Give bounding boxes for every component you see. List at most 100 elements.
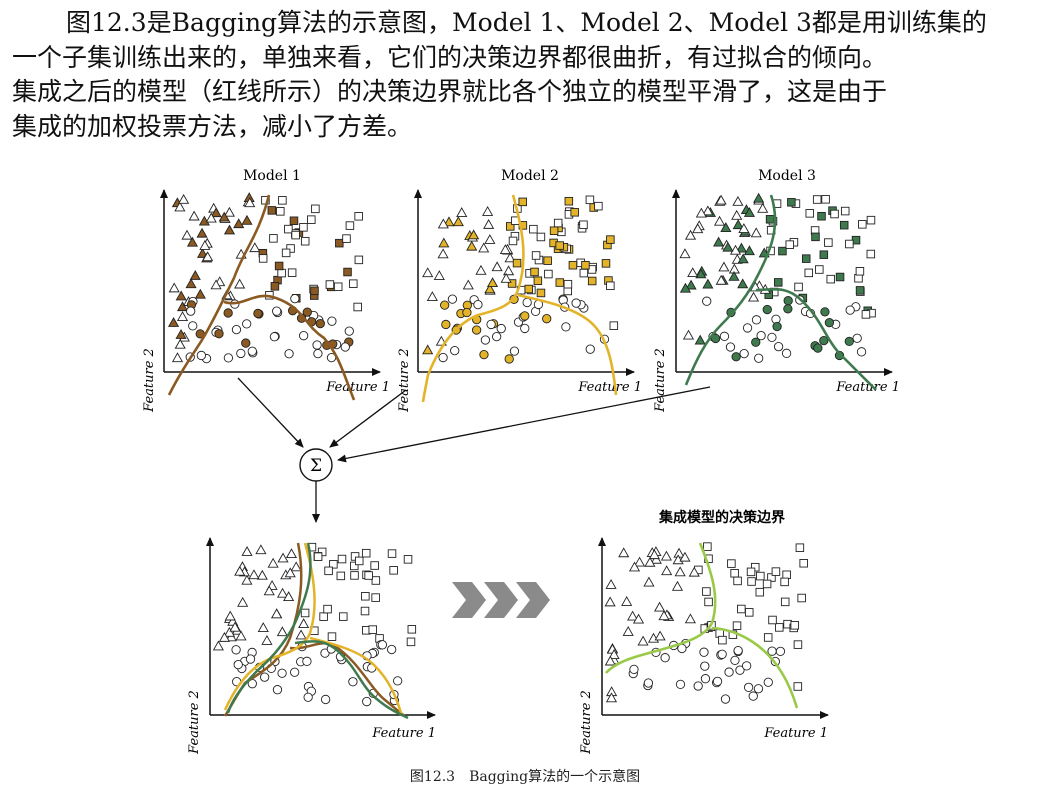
- square-marker: [785, 240, 795, 249]
- square-marker: [744, 608, 754, 617]
- triangle-marker: [679, 282, 692, 293]
- circle-marker: [245, 654, 256, 664]
- square-marker: [536, 232, 546, 242]
- square-marker: [866, 215, 876, 225]
- square-marker: [313, 552, 323, 561]
- triangle-marker: [715, 274, 727, 285]
- triangle-marker: [256, 569, 268, 580]
- triangle-marker: [684, 229, 697, 240]
- circle-marker: [223, 353, 234, 363]
- square-marker: [564, 196, 574, 206]
- circle-marker: [348, 677, 358, 687]
- square-marker: [333, 282, 343, 292]
- triangle-marker: [482, 206, 494, 216]
- circle-marker: [702, 296, 712, 306]
- circle-marker: [284, 349, 294, 359]
- circle-marker: [585, 344, 595, 354]
- triangle-marker: [661, 565, 673, 576]
- triangle-marker: [276, 626, 288, 637]
- square-marker: [389, 566, 398, 575]
- square-marker: [579, 268, 589, 278]
- circle-marker: [675, 679, 686, 690]
- circle-marker: [302, 307, 312, 317]
- circle-marker: [313, 348, 323, 359]
- square-marker: [801, 254, 811, 263]
- circle-marker: [393, 676, 403, 686]
- square-marker: [531, 251, 541, 260]
- square-marker: [587, 276, 597, 286]
- triangle-marker: [422, 267, 434, 278]
- circle-marker: [773, 342, 784, 352]
- triangle-marker: [234, 278, 246, 289]
- triangle-marker: [608, 649, 620, 659]
- panel-ensemble-final: 集成模型的决策边界 Feature 2 Feature 1: [579, 509, 829, 755]
- circle-marker: [480, 335, 491, 345]
- triangle-marker: [426, 291, 438, 302]
- triangle-marker: [176, 301, 189, 312]
- square-marker: [787, 198, 796, 207]
- triangle-marker: [244, 197, 256, 208]
- triangle-marker: [688, 566, 700, 577]
- decision-boundary: [711, 626, 799, 709]
- circle-marker: [486, 319, 496, 330]
- triangle-marker: [491, 261, 503, 272]
- triangle-marker: [167, 317, 180, 327]
- square-marker: [817, 211, 826, 221]
- circle-marker: [277, 668, 287, 678]
- circle-marker: [247, 346, 257, 356]
- square-marker: [771, 567, 781, 576]
- axes: [672, 189, 893, 376]
- axes: [206, 537, 436, 719]
- circle-marker: [712, 676, 723, 686]
- triangle-marker: [732, 195, 744, 206]
- paragraph-line: 图12.3是Bagging算法的示意图，Model 1、Model 2、Mode…: [66, 8, 987, 37]
- square-marker: [544, 269, 553, 279]
- square-marker: [793, 640, 803, 649]
- triangle-marker: [627, 610, 639, 621]
- circle-marker: [856, 347, 867, 357]
- triangle-marker: [503, 265, 515, 276]
- x-axis-label: Feature 1: [325, 380, 390, 395]
- square-marker: [855, 286, 865, 295]
- triangle-marker: [218, 211, 230, 222]
- square-marker: [797, 593, 806, 603]
- square-marker: [299, 223, 308, 232]
- square-marker: [274, 261, 284, 271]
- triangle-marker: [606, 643, 619, 654]
- square-marker: [354, 212, 363, 221]
- circle-marker: [743, 682, 754, 692]
- square-marker: [361, 592, 370, 601]
- triangle-marker: [604, 655, 616, 666]
- circle-marker: [362, 696, 372, 707]
- overlaid-boundaries: [223, 542, 409, 720]
- circle-marker: [473, 299, 483, 310]
- sum-symbol: Σ: [310, 456, 322, 476]
- triangle-marker: [753, 192, 765, 203]
- circle-marker: [290, 293, 300, 304]
- square-marker: [826, 274, 835, 284]
- square-marker: [353, 302, 362, 312]
- square-marker: [866, 249, 876, 259]
- square-marker: [601, 259, 611, 268]
- triangle-marker: [462, 279, 474, 290]
- square-marker: [718, 635, 727, 645]
- square-marker: [780, 597, 790, 607]
- circle-marker: [387, 644, 397, 655]
- triangle-marker: [437, 218, 449, 229]
- square-marker: [276, 207, 285, 216]
- triangle-marker: [283, 591, 295, 602]
- square-marker: [775, 623, 784, 632]
- circle-marker: [223, 308, 233, 318]
- square-marker: [368, 625, 378, 634]
- triangle-marker: [257, 622, 269, 632]
- x-axis-label: Feature 1: [577, 380, 642, 395]
- square-marker: [747, 577, 756, 586]
- triangle-marker: [737, 278, 749, 289]
- circle-marker: [762, 304, 772, 315]
- circle-marker: [735, 665, 745, 675]
- square-marker: [835, 272, 845, 282]
- square-marker: [702, 587, 711, 596]
- triangle-marker: [483, 218, 495, 229]
- square-marker: [799, 559, 808, 568]
- decision-boundary: [755, 287, 877, 391]
